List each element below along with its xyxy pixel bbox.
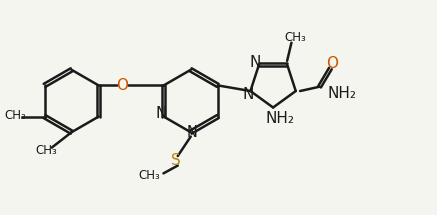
Text: N: N <box>186 125 197 140</box>
Text: CH₃: CH₃ <box>138 169 160 182</box>
Text: CH₃: CH₃ <box>35 144 57 157</box>
Text: NH₂: NH₂ <box>328 86 357 101</box>
Text: CH₃: CH₃ <box>284 31 306 44</box>
Text: O: O <box>326 56 339 71</box>
Text: N: N <box>156 106 167 121</box>
Text: N: N <box>249 55 260 70</box>
Text: O: O <box>116 78 128 93</box>
Text: CH₃: CH₃ <box>4 109 26 122</box>
Text: S: S <box>171 153 180 168</box>
Text: N: N <box>243 87 254 102</box>
Text: NH₂: NH₂ <box>265 111 294 126</box>
